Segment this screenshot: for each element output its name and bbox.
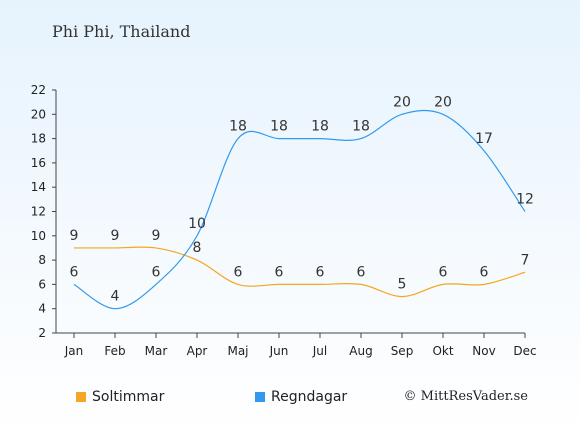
y-tick-label: 10 — [31, 229, 46, 243]
x-tick-label: Apr — [187, 344, 208, 358]
y-tick-label: 16 — [31, 156, 46, 170]
x-tick-label: Jan — [64, 344, 84, 358]
chart-title: Phi Phi, Thailand — [52, 22, 191, 41]
data-label-regndagar: 20 — [393, 94, 411, 110]
y-tick-label: 2 — [38, 326, 46, 340]
y-tick-label: 8 — [38, 253, 46, 267]
data-label-soltimmar: 6 — [316, 264, 325, 280]
x-tick-label: Sep — [391, 344, 414, 358]
data-label-soltimmar: 6 — [234, 264, 243, 280]
x-tick-label: Aug — [349, 344, 372, 358]
x-tick-label: Feb — [104, 344, 125, 358]
data-label-soltimmar: 7 — [521, 252, 530, 268]
legend-swatch-soltimmar — [76, 392, 86, 402]
data-label-soltimmar: 6 — [357, 264, 366, 280]
x-tick-label: Jul — [312, 344, 327, 358]
data-label-soltimmar: 5 — [398, 277, 407, 293]
data-label-regndagar: 20 — [434, 94, 452, 110]
legend-item-regndagar: Regndagar — [255, 389, 347, 405]
data-label-regndagar: 4 — [111, 289, 120, 305]
data-label-regndagar: 12 — [516, 192, 534, 208]
legend-label-soltimmar: Soltimmar — [92, 389, 165, 405]
y-tick-label: 20 — [31, 107, 46, 121]
x-tick-label: Okt — [432, 344, 453, 358]
x-tick-label: Mar — [145, 344, 168, 358]
data-label-regndagar: 6 — [152, 264, 161, 280]
legend-item-soltimmar: Soltimmar — [76, 389, 164, 405]
x-tick-label: Jun — [269, 344, 289, 358]
copyright-text: © MittResVader.se — [403, 389, 528, 404]
data-label-soltimmar: 8 — [193, 240, 202, 256]
data-label-soltimmar: 9 — [152, 228, 161, 244]
data-label-regndagar: 18 — [352, 119, 370, 135]
legend-label-regndagar: Regndagar — [271, 389, 348, 405]
y-tick-label: 18 — [31, 132, 46, 146]
data-label-soltimmar: 9 — [111, 228, 120, 244]
data-label-soltimmar: 6 — [480, 264, 489, 280]
x-tick-label: Nov — [472, 344, 495, 358]
y-tick-label: 14 — [31, 180, 46, 194]
legend-swatch-regndagar — [255, 392, 265, 402]
y-tick-label: 12 — [31, 205, 46, 219]
x-tick-label: Dec — [513, 344, 536, 358]
data-label-soltimmar: 6 — [439, 264, 448, 280]
x-tick-label: Maj — [227, 344, 248, 358]
series-line-regndagar — [73, 109, 526, 310]
y-tick-label: 22 — [31, 83, 46, 97]
data-label-regndagar: 18 — [229, 119, 247, 135]
data-label-soltimmar: 9 — [70, 228, 79, 244]
y-tick-label: 6 — [38, 277, 46, 291]
data-label-regndagar: 17 — [475, 131, 493, 147]
series-line-soltimmar — [74, 246, 526, 298]
data-label-regndagar: 10 — [188, 216, 206, 232]
data-label-regndagar: 6 — [70, 264, 79, 280]
data-label-soltimmar: 6 — [275, 264, 284, 280]
data-label-regndagar: 18 — [311, 119, 329, 135]
data-label-regndagar: 18 — [270, 119, 288, 135]
y-tick-label: 4 — [38, 302, 46, 316]
